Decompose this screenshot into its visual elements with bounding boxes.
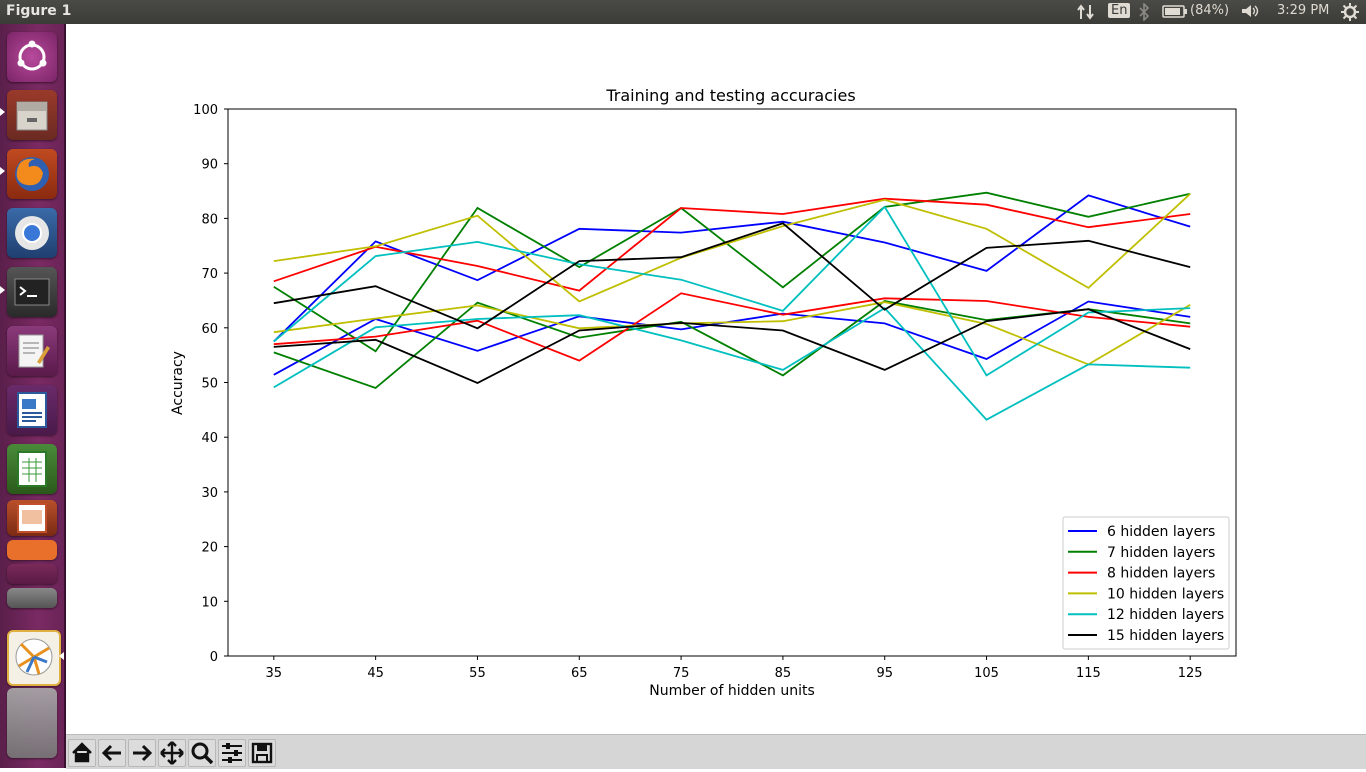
running-indicator xyxy=(0,108,5,116)
x-tick-label: 35 xyxy=(266,666,283,681)
active-window-indicator xyxy=(59,652,64,660)
x-tick-label: 105 xyxy=(974,666,999,681)
bluetooth-icon[interactable] xyxy=(1138,2,1150,25)
x-tick-label: 95 xyxy=(876,666,893,681)
line-chart: Training and testing accuracies 0 10 20 30 4… xyxy=(170,86,1237,699)
series-line xyxy=(273,194,1191,343)
volume-icon[interactable] xyxy=(1240,3,1260,23)
home-icon[interactable] xyxy=(68,739,96,767)
save-icon[interactable] xyxy=(248,739,276,767)
y-tick-label: 0 xyxy=(210,650,218,665)
launcher xyxy=(0,24,66,768)
firefox-icon[interactable] xyxy=(7,149,57,199)
software-center-icon[interactable] xyxy=(7,564,57,584)
writer-icon[interactable] xyxy=(7,385,57,435)
window-title: Figure 1 xyxy=(6,3,72,19)
legend: 6 hidden layers 7 hidden layers 8 hidden l… xyxy=(1062,516,1230,650)
x-tick-label: 115 xyxy=(1076,666,1101,681)
y-tick-label: 20 xyxy=(201,541,218,556)
x-tick-label: 75 xyxy=(673,666,690,681)
x-tick-label: 85 xyxy=(775,666,792,681)
y-tick-label: 100 xyxy=(193,103,218,118)
x-tick-label: 65 xyxy=(571,666,588,681)
series-line xyxy=(273,191,1191,353)
clock[interactable]: 3:29 PM xyxy=(1277,3,1330,18)
system-gear-icon[interactable] xyxy=(1341,3,1359,25)
matplotlib-figure-icon[interactable] xyxy=(7,630,61,686)
calc-icon[interactable] xyxy=(7,444,57,494)
y-tick-label: 90 xyxy=(201,158,218,173)
series-line xyxy=(273,193,1191,303)
zoom-icon[interactable] xyxy=(188,739,216,767)
y-tick-label: 70 xyxy=(201,267,218,282)
terminal-icon[interactable] xyxy=(7,267,57,317)
y-tick-label: 80 xyxy=(201,212,218,227)
amazon-icon[interactable] xyxy=(7,540,57,560)
y-tick-label: 30 xyxy=(201,486,218,501)
forward-icon[interactable] xyxy=(128,739,156,767)
y-tick-label: 10 xyxy=(201,595,218,610)
legend-box xyxy=(1062,516,1230,650)
top-panel: Figure 1 En (84%) 3:29 PM xyxy=(0,0,1366,24)
series-line xyxy=(273,308,1191,384)
x-tick-label: 55 xyxy=(469,666,486,681)
legend-entry: 6 hidden layers xyxy=(1107,524,1215,540)
running-indicator xyxy=(0,167,5,175)
series-line xyxy=(273,205,1191,377)
x-tick-label: 45 xyxy=(367,666,384,681)
text-editor-icon[interactable] xyxy=(7,326,57,376)
chart-title: Training and testing accuracies xyxy=(605,86,855,105)
keyboard-layout-indicator[interactable]: En xyxy=(1108,3,1131,18)
series-line xyxy=(273,197,1191,292)
chromium-icon[interactable] xyxy=(7,208,57,258)
running-indicator xyxy=(0,286,5,294)
pan-icon[interactable] xyxy=(158,739,186,767)
x-axis-label: Number of hidden units xyxy=(649,683,815,699)
legend-entry: 10 hidden layers xyxy=(1107,586,1224,602)
series-line xyxy=(273,292,1191,362)
x-tick-label: 125 xyxy=(1178,666,1203,681)
y-tick-label: 60 xyxy=(201,322,218,337)
figure-canvas[interactable]: Training and testing accuracies 0 10 20 30 4… xyxy=(66,24,1366,734)
ubuntu-dash-icon[interactable] xyxy=(7,32,57,82)
configure-subplots-icon[interactable] xyxy=(218,739,246,767)
series-line xyxy=(273,306,1191,421)
legend-entry: 12 hidden layers xyxy=(1107,607,1224,623)
y-tick-label: 40 xyxy=(201,431,218,446)
series-line xyxy=(273,222,1191,330)
legend-entry: 8 hidden layers xyxy=(1107,566,1215,582)
legend-entry: 15 hidden layers xyxy=(1107,628,1224,644)
settings-icon[interactable] xyxy=(7,588,57,608)
files-icon[interactable] xyxy=(7,90,57,140)
back-icon[interactable] xyxy=(98,739,126,767)
y-tick-label: 50 xyxy=(201,377,218,392)
network-icon[interactable] xyxy=(1076,3,1096,25)
navigation-toolbar xyxy=(66,734,1366,769)
stacked-apps-icon[interactable] xyxy=(7,688,57,758)
plot-area xyxy=(227,108,1237,657)
y-axis-label: Accuracy xyxy=(170,351,186,415)
battery-icon[interactable] xyxy=(1162,3,1188,23)
battery-percent: (84%) xyxy=(1190,3,1230,18)
legend-entry: 7 hidden layers xyxy=(1107,545,1215,561)
impress-icon[interactable] xyxy=(7,500,57,536)
